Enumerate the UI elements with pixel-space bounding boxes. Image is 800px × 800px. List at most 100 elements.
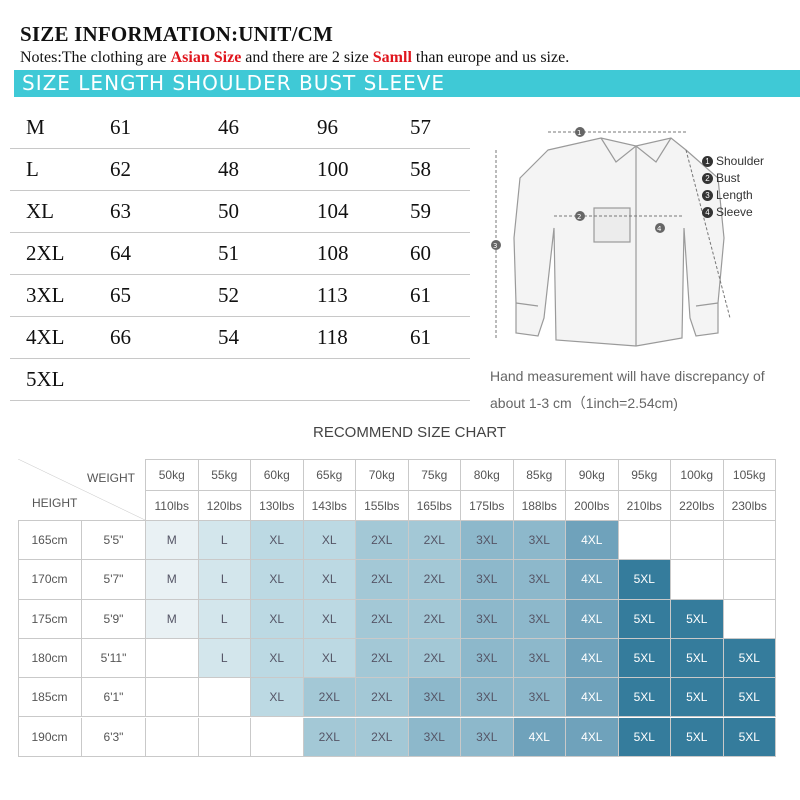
notes-middle: and there are 2 size bbox=[241, 49, 373, 66]
legend-number: 3 bbox=[702, 190, 713, 201]
size-value: 66 bbox=[110, 325, 131, 349]
size-cell: 5XL bbox=[618, 678, 671, 718]
size-label: M bbox=[26, 115, 45, 139]
size-cell: 4XL bbox=[566, 599, 619, 639]
size-cell bbox=[198, 717, 251, 757]
size-value: 65 bbox=[110, 283, 131, 307]
size-value: 61 bbox=[410, 325, 431, 349]
size-header-text: SIZE LENGTH SHOULDER BUST SLEEVE bbox=[22, 71, 446, 95]
size-cell: 3XL bbox=[461, 717, 514, 757]
recommend-title: RECOMMEND SIZE CHART bbox=[313, 424, 507, 441]
size-label: L bbox=[26, 157, 39, 181]
size-value: 46 bbox=[218, 115, 239, 139]
size-cell: XL bbox=[251, 678, 304, 718]
size-row: 3XL 65 52 113 61 bbox=[10, 275, 470, 317]
size-cell bbox=[723, 599, 776, 639]
weight-label: WEIGHT bbox=[87, 471, 135, 485]
notes-small: Samll bbox=[372, 49, 412, 66]
size-label: 5XL bbox=[26, 367, 65, 391]
size-cell: 4XL bbox=[566, 717, 619, 757]
size-cell: XL bbox=[303, 560, 356, 600]
size-table: M 61 46 96 57 L 62 48 100 58 XL 63 50 104 59 2XL 64 51 108… bbox=[10, 107, 470, 401]
size-cell bbox=[671, 560, 724, 600]
size-cell: 5XL bbox=[671, 678, 724, 718]
notes-asian-size: Asian Size bbox=[170, 49, 242, 66]
size-cell: 2XL bbox=[356, 678, 409, 718]
size-cell: 2XL bbox=[303, 717, 356, 757]
size-cell: 2XL bbox=[356, 717, 409, 757]
size-cell: 5XL bbox=[618, 717, 671, 757]
height-ft: 5'9" bbox=[82, 599, 146, 639]
size-value: 61 bbox=[410, 283, 431, 307]
weight-lbs-header: 230lbs bbox=[723, 491, 776, 521]
size-cell: 2XL bbox=[356, 638, 409, 679]
height-cm: 165cm bbox=[18, 521, 82, 561]
size-cell: L bbox=[198, 599, 251, 639]
weight-kg-header: 60kg bbox=[251, 459, 304, 491]
shirt-diagram: 1 2 3 4 bbox=[491, 127, 731, 347]
size-cell: 2XL bbox=[303, 678, 356, 718]
weight-lbs-header: 165lbs bbox=[408, 491, 461, 521]
size-cell: 5XL bbox=[618, 560, 671, 600]
weight-kg-header: 100kg bbox=[671, 459, 724, 491]
size-label: XL bbox=[26, 199, 54, 223]
weight-kg-header: 85kg bbox=[513, 459, 566, 491]
weight-kg-header: 65kg bbox=[303, 459, 356, 491]
size-row: 2XL 64 51 108 60 bbox=[10, 233, 470, 275]
size-row: M 61 46 96 57 bbox=[10, 107, 470, 149]
size-value: 96 bbox=[317, 115, 338, 139]
size-header-bar: SIZE LENGTH SHOULDER BUST SLEEVE bbox=[14, 70, 800, 97]
size-cell: 2XL bbox=[356, 560, 409, 600]
weight-kg-header: 75kg bbox=[408, 459, 461, 491]
weight-lbs-header: 200lbs bbox=[566, 491, 619, 521]
disclaimer-line-1: Hand measurement will have discrepancy o… bbox=[490, 368, 765, 384]
size-value: 104 bbox=[317, 199, 349, 223]
size-cell: XL bbox=[251, 599, 304, 639]
size-cell: 5XL bbox=[618, 638, 671, 679]
recommend-size-grid: WEIGHT HEIGHT 50kg 110lbs 55kg 120lbs 60kg 130l… bbox=[18, 459, 776, 757]
legend-label: Bust bbox=[716, 171, 741, 185]
size-value: 57 bbox=[410, 115, 431, 139]
legend-item: 4 Sleeve bbox=[702, 204, 764, 221]
legend-item: 1 Shoulder bbox=[702, 153, 764, 170]
weight-lbs-header: 143lbs bbox=[303, 491, 356, 521]
legend-item: 2 Bust bbox=[702, 170, 764, 187]
height-ft: 5'5" bbox=[82, 521, 146, 561]
size-cell: 2XL bbox=[408, 521, 461, 561]
size-value: 58 bbox=[410, 157, 431, 181]
height-cm: 180cm bbox=[18, 638, 82, 679]
size-value: 59 bbox=[410, 199, 431, 223]
size-cell: 2XL bbox=[356, 599, 409, 639]
size-label: 3XL bbox=[26, 283, 65, 307]
size-cell: 3XL bbox=[513, 638, 566, 679]
grid-corner: WEIGHT HEIGHT bbox=[18, 459, 146, 521]
weight-lbs-header: 210lbs bbox=[618, 491, 671, 521]
size-value: 51 bbox=[218, 241, 239, 265]
size-row: 4XL 66 54 118 61 bbox=[10, 317, 470, 359]
weight-lbs-header: 188lbs bbox=[513, 491, 566, 521]
size-cell: L bbox=[198, 638, 251, 679]
weight-kg-header: 80kg bbox=[461, 459, 514, 491]
size-cell: M bbox=[146, 521, 199, 561]
size-cell: 3XL bbox=[461, 599, 514, 639]
size-cell: 4XL bbox=[566, 638, 619, 679]
notes-suffix: than europe and us size. bbox=[411, 49, 570, 66]
size-cell: 5XL bbox=[723, 678, 776, 718]
size-cell bbox=[671, 521, 724, 561]
size-cell: XL bbox=[251, 638, 304, 679]
notes-prefix: Notes:The clothing are bbox=[20, 49, 171, 66]
legend-number: 4 bbox=[702, 207, 713, 218]
size-cell: 5XL bbox=[671, 717, 724, 757]
size-value: 113 bbox=[317, 283, 348, 307]
size-cell bbox=[723, 521, 776, 561]
size-value: 62 bbox=[110, 157, 131, 181]
svg-text:2: 2 bbox=[577, 213, 581, 221]
size-cell: 2XL bbox=[408, 560, 461, 600]
size-cell bbox=[251, 717, 304, 757]
size-value: 52 bbox=[218, 283, 239, 307]
size-row: L 62 48 100 58 bbox=[10, 149, 470, 191]
disclaimer-line-2: about 1-3 cm（1inch=2.54cm) bbox=[490, 395, 678, 411]
size-value: 108 bbox=[317, 241, 349, 265]
size-cell: 5XL bbox=[723, 638, 776, 679]
legend-label: Shoulder bbox=[716, 154, 765, 168]
